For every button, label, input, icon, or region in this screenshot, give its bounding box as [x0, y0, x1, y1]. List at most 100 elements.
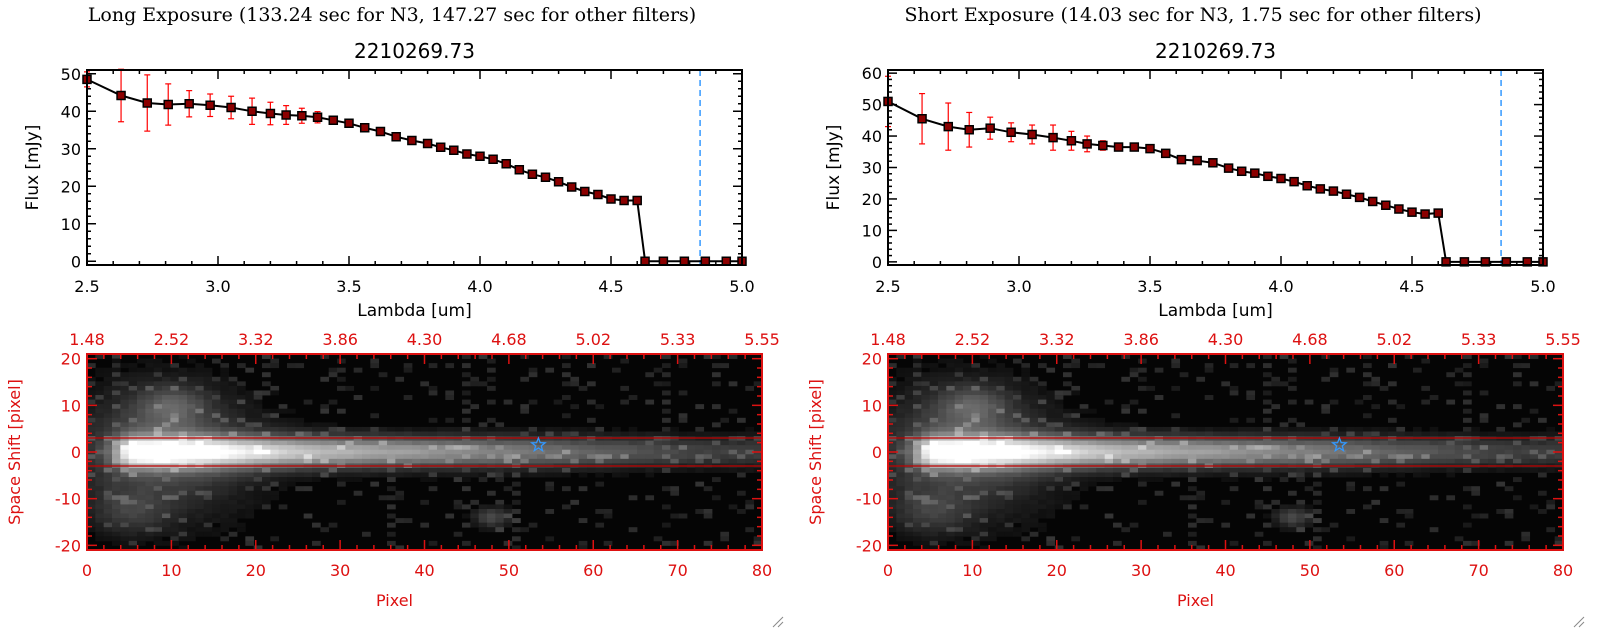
x-tick-label: 4.5 [598, 277, 623, 296]
image-frame [86, 353, 763, 551]
y-tick-label: 20 [61, 177, 81, 196]
data-point [1407, 207, 1417, 217]
top-tick-label: 2.52 [154, 330, 190, 349]
x-tick-label: 3.5 [1137, 277, 1162, 296]
x-tick-label: 80 [752, 561, 772, 580]
x-tick-label: 20 [1047, 561, 1067, 580]
resize-grip-icon[interactable] [770, 614, 784, 628]
data-point [1027, 129, 1037, 140]
y-tick-label: 10 [862, 221, 882, 240]
x-axis-label: Pixel [376, 591, 413, 610]
y-tick-label: 0 [872, 443, 882, 462]
spectrum-image-plot: 0 10 20 30 40 50 60 70 80 1.48 2.52 3.32 3.86 4.30 4.6… [806, 330, 1581, 610]
data-point [422, 138, 433, 149]
x-tick-label: 40 [414, 561, 434, 580]
image-pixels [87, 354, 763, 551]
spectrum-plot: 2210269.73 2.5 3.0 3.5 4.0 4.5 5.0 0 10 20 30 40 50 L… [23, 39, 755, 320]
x-tick-label: 3.0 [1006, 277, 1031, 296]
x-tick-label: 3.0 [205, 277, 230, 296]
data-point [265, 108, 276, 119]
y-tick-label: 40 [862, 127, 882, 146]
data-point [297, 111, 307, 121]
top-tick-label: 4.68 [1292, 330, 1328, 349]
data-point [593, 189, 603, 200]
data-point [985, 123, 995, 133]
data-point [1113, 142, 1124, 152]
y-axis-label: Space Shift [pixel] [5, 379, 24, 525]
data-point [1236, 166, 1247, 177]
x-tick-label: 10 [962, 561, 982, 580]
top-tick-label: 5.33 [1461, 330, 1497, 349]
y-tick-label: 0 [872, 253, 882, 272]
x-tick-label: 2.5 [875, 277, 900, 296]
data-point [142, 98, 153, 108]
y-tick-label: 50 [61, 65, 81, 84]
x-tick-label: 2.5 [74, 277, 99, 296]
data-point [1381, 200, 1391, 210]
x-tick-label: 4.0 [467, 277, 492, 296]
data-point [527, 169, 538, 179]
data-point [1223, 163, 1234, 173]
resize-grip-icon[interactable] [1571, 614, 1585, 628]
data-point [1250, 168, 1260, 178]
panel-title: Long Exposure (133.24 sec for N3, 147.27… [87, 4, 697, 26]
data-point [1145, 143, 1155, 154]
data-point [184, 99, 194, 109]
x-tick-label: 30 [1131, 561, 1151, 580]
top-tick-label: 5.55 [744, 330, 780, 349]
top-tick-label: 3.86 [1123, 330, 1159, 349]
data-point [619, 195, 629, 206]
x-tick-label: 50 [499, 561, 519, 580]
top-tick-label: 3.32 [238, 330, 274, 349]
top-tick-label: 4.68 [491, 330, 527, 349]
data-point [488, 154, 498, 164]
x-tick-label: 60 [583, 561, 603, 580]
y-tick-label: 20 [61, 350, 81, 369]
y-tick-label: 60 [862, 64, 882, 83]
y-tick-label: -10 [856, 490, 882, 509]
data-point [1048, 132, 1058, 143]
plot-frame [887, 69, 1544, 266]
y-axis-label: Flux [mJy] [824, 125, 844, 211]
y-tick-label: 0 [71, 443, 81, 462]
data-point [1098, 140, 1108, 151]
top-tick-label: 1.48 [870, 330, 906, 349]
y-tick-label: 10 [61, 396, 81, 415]
x-tick-label: 10 [161, 561, 181, 580]
data-point [1066, 136, 1077, 146]
y-axis-label: Space Shift [pixel] [806, 379, 825, 525]
data-point [163, 99, 173, 110]
x-tick-label: 50 [1300, 561, 1320, 580]
data-point [462, 149, 472, 159]
data-point [407, 135, 417, 146]
data-point [606, 194, 616, 204]
x-tick-label: 5.0 [729, 277, 754, 296]
data-point [226, 102, 236, 113]
data-point [1208, 158, 1218, 168]
top-tick-label: 5.02 [575, 330, 611, 349]
data-point [1129, 142, 1140, 152]
data-point [1082, 139, 1092, 149]
data-point [1341, 189, 1352, 199]
y-tick-label: 30 [61, 140, 81, 159]
image-frame [887, 353, 1564, 551]
data-point [1263, 171, 1273, 182]
chart-title: 2210269.73 [1155, 39, 1276, 63]
data-point [1328, 186, 1339, 196]
x-tick-label: 20 [246, 561, 266, 580]
y-axis-label: Flux [mJy] [23, 125, 43, 211]
data-point [1006, 127, 1016, 138]
y-tick-label: -10 [55, 490, 81, 509]
data-point [449, 145, 459, 155]
x-tick-label: 60 [1384, 561, 1404, 580]
x-axis-label: Pixel [1177, 591, 1214, 610]
data-point [435, 142, 446, 152]
x-tick-label: 70 [667, 561, 687, 580]
top-tick-label: 3.32 [1039, 330, 1075, 349]
y-tick-label: 20 [862, 350, 882, 369]
data-point [475, 151, 485, 161]
data-point [1367, 196, 1378, 207]
top-tick-label: 3.86 [322, 330, 358, 349]
data-point [1394, 204, 1404, 214]
data-point [391, 132, 401, 142]
